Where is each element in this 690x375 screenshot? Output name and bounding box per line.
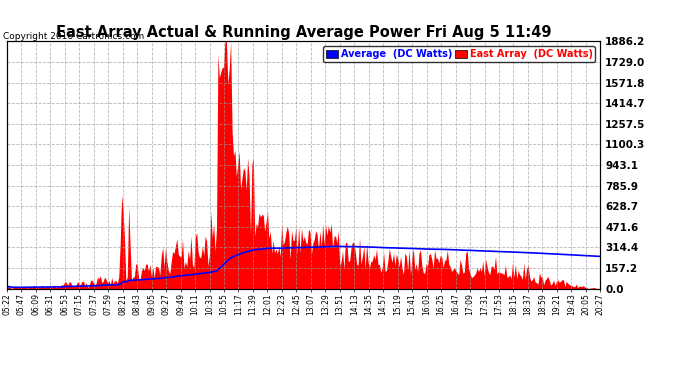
Text: Copyright 2016 Cartronics.com: Copyright 2016 Cartronics.com bbox=[3, 32, 145, 41]
Legend: Average  (DC Watts), East Array  (DC Watts): Average (DC Watts), East Array (DC Watts… bbox=[323, 46, 595, 62]
Title: East Array Actual & Running Average Power Fri Aug 5 11:49: East Array Actual & Running Average Powe… bbox=[56, 25, 551, 40]
